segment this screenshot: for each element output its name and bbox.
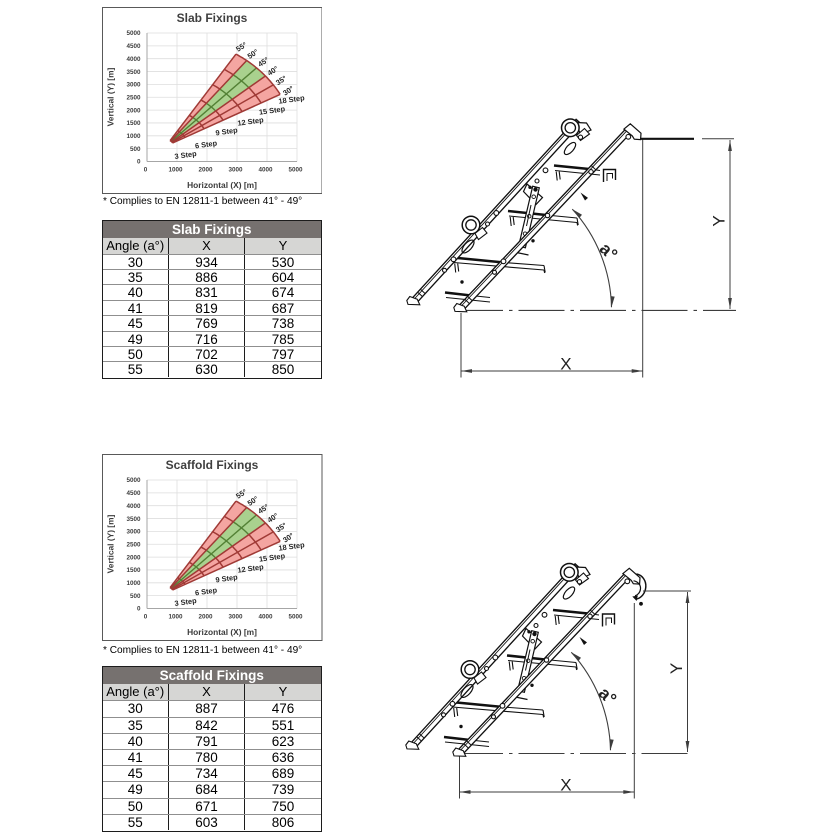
- svg-text:15 Step: 15 Step: [258, 104, 286, 117]
- svg-text:3000: 3000: [126, 82, 141, 89]
- svg-text:4000: 4000: [258, 613, 273, 620]
- svg-text:500: 500: [130, 593, 141, 600]
- svg-text:2500: 2500: [126, 95, 141, 102]
- svg-text:0: 0: [136, 159, 140, 166]
- svg-text:15 Step: 15 Step: [258, 551, 286, 564]
- svg-text:1000: 1000: [126, 133, 141, 140]
- svg-text:6 Step: 6 Step: [194, 138, 218, 150]
- svg-text:Slab Fixings: Slab Fixings: [176, 11, 247, 25]
- svg-text:12 Step: 12 Step: [237, 562, 265, 575]
- svg-text:X: X: [560, 355, 571, 374]
- svg-text:0: 0: [143, 166, 147, 173]
- svg-text:3000: 3000: [228, 613, 243, 620]
- svg-text:a°: a°: [596, 238, 622, 264]
- svg-text:Y: Y: [667, 663, 686, 674]
- svg-text:2000: 2000: [198, 613, 213, 620]
- svg-text:3000: 3000: [126, 529, 141, 536]
- svg-text:5000: 5000: [126, 477, 141, 484]
- svg-text:5000: 5000: [288, 166, 303, 173]
- svg-text:12 Step: 12 Step: [236, 115, 264, 128]
- svg-text:Vertical (Y) [m]: Vertical (Y) [m]: [106, 514, 116, 573]
- svg-text:6 Step: 6 Step: [194, 585, 218, 597]
- svg-text:0: 0: [137, 606, 141, 613]
- svg-text:18 Step: 18 Step: [278, 540, 306, 553]
- svg-text:1500: 1500: [126, 567, 141, 574]
- svg-text:4500: 4500: [126, 490, 141, 497]
- svg-text:1000: 1000: [168, 613, 183, 620]
- svg-text:9 Step: 9 Step: [215, 572, 239, 584]
- svg-text:500: 500: [129, 146, 140, 153]
- svg-text:a°: a°: [595, 683, 621, 709]
- svg-text:4000: 4000: [126, 503, 141, 510]
- svg-text:3500: 3500: [126, 69, 141, 76]
- svg-text:4000: 4000: [258, 166, 273, 173]
- svg-text:18 Step: 18 Step: [277, 93, 305, 106]
- svg-text:0: 0: [144, 613, 148, 620]
- svg-text:2500: 2500: [126, 542, 141, 549]
- svg-text:2000: 2000: [198, 166, 213, 173]
- svg-text:1000: 1000: [126, 580, 141, 587]
- svg-text:3000: 3000: [228, 166, 243, 173]
- svg-text:Vertical (Y) [m]: Vertical (Y) [m]: [105, 67, 115, 126]
- svg-text:5000: 5000: [288, 613, 303, 620]
- svg-text:1000: 1000: [168, 166, 183, 173]
- svg-text:5000: 5000: [126, 30, 141, 37]
- svg-text:1500: 1500: [126, 120, 141, 127]
- svg-text:4000: 4000: [126, 56, 141, 63]
- svg-text:Horizontal (X) [m]: Horizontal (X) [m]: [187, 180, 257, 190]
- svg-text:2000: 2000: [126, 554, 141, 561]
- svg-text:Y: Y: [710, 215, 729, 226]
- svg-text:Scaffold Fixings: Scaffold Fixings: [166, 458, 259, 472]
- svg-text:3 Step: 3 Step: [174, 596, 198, 608]
- svg-text:Horizontal (X) [m]: Horizontal (X) [m]: [187, 627, 257, 637]
- svg-text:9 Step: 9 Step: [214, 125, 238, 137]
- svg-text:4500: 4500: [126, 43, 141, 50]
- svg-text:2000: 2000: [126, 107, 141, 114]
- svg-text:X: X: [560, 776, 571, 795]
- svg-text:3 Step: 3 Step: [173, 149, 197, 161]
- svg-text:3500: 3500: [126, 516, 141, 523]
